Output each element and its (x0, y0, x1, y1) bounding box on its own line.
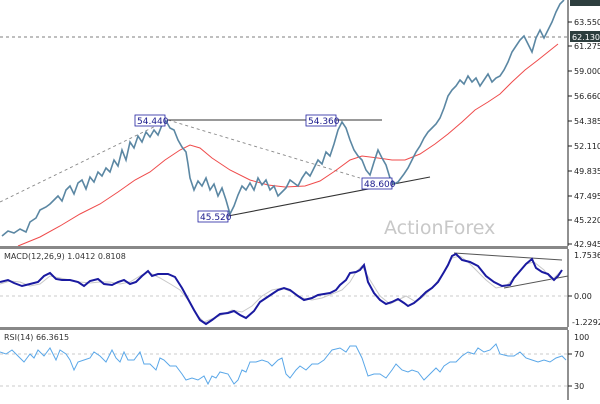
svg-text:48.600: 48.600 (364, 180, 396, 190)
svg-text:47.495: 47.495 (574, 192, 600, 201)
svg-text:62.130: 62.130 (572, 33, 600, 42)
svg-text:100: 100 (574, 333, 589, 342)
svg-text:54.360: 54.360 (308, 117, 340, 127)
dashed-trendline-up (0, 119, 169, 203)
svg-text:0.00: 0.00 (574, 292, 592, 301)
watermark: ActionForex (384, 217, 495, 239)
ema-line (17, 43, 559, 247)
annotation-low-1: 45.520 (197, 210, 232, 223)
macd-line (0, 252, 563, 326)
svg-text:49.835: 49.835 (574, 167, 600, 176)
annotation-high-2: 54.360 (305, 114, 340, 127)
annotation-high-1: 54.440 (134, 114, 169, 127)
rsi-y-axis: 100 70 30 (568, 333, 589, 391)
svg-text:-1.2292: -1.2292 (572, 318, 600, 327)
svg-text:54.440: 54.440 (137, 117, 169, 127)
svg-text:30: 30 (574, 382, 584, 391)
macd-y-axis: 1.7536 0.00 -1.2292 (568, 251, 600, 327)
svg-text:52.110: 52.110 (574, 142, 600, 151)
price-y-axis: 63.550 61.275 59.000 56.660 54.385 52.11… (568, 18, 600, 249)
svg-text:59.000: 59.000 (574, 67, 600, 76)
macd-panel: MACD(12,26,9) 1.0412 0.8108 1.7536 0.00 … (0, 249, 600, 327)
svg-text:42.945: 42.945 (574, 240, 600, 249)
top-price-tag (570, 0, 600, 6)
rsi-line (0, 343, 567, 386)
macd-title: MACD(12,26,9) 1.0412 0.8108 (4, 252, 126, 261)
annotation-low-2: 48.600 (361, 177, 396, 190)
svg-text:56.660: 56.660 (574, 92, 600, 101)
price-series (1, 0, 565, 237)
svg-text:63.550: 63.550 (574, 18, 600, 27)
svg-text:45.220: 45.220 (574, 216, 600, 225)
price-panel: ActionForex 54.440 54.360 45.520 48.600 (0, 0, 600, 249)
svg-text:70: 70 (574, 350, 584, 359)
svg-text:45.520: 45.520 (200, 213, 232, 223)
panel-separator (0, 246, 568, 249)
svg-text:1.7536: 1.7536 (574, 251, 600, 260)
rsi-panel: RSI(14) 66.3615 100 70 30 (0, 330, 589, 400)
macd-resistance-line (453, 252, 563, 261)
rsi-title: RSI(14) 66.3615 (4, 333, 69, 342)
current-price-tag: 62.130 (570, 31, 600, 42)
svg-text:54.385: 54.385 (574, 117, 600, 126)
svg-text:61.275: 61.275 (574, 42, 600, 51)
panel-separator-2 (0, 327, 568, 330)
